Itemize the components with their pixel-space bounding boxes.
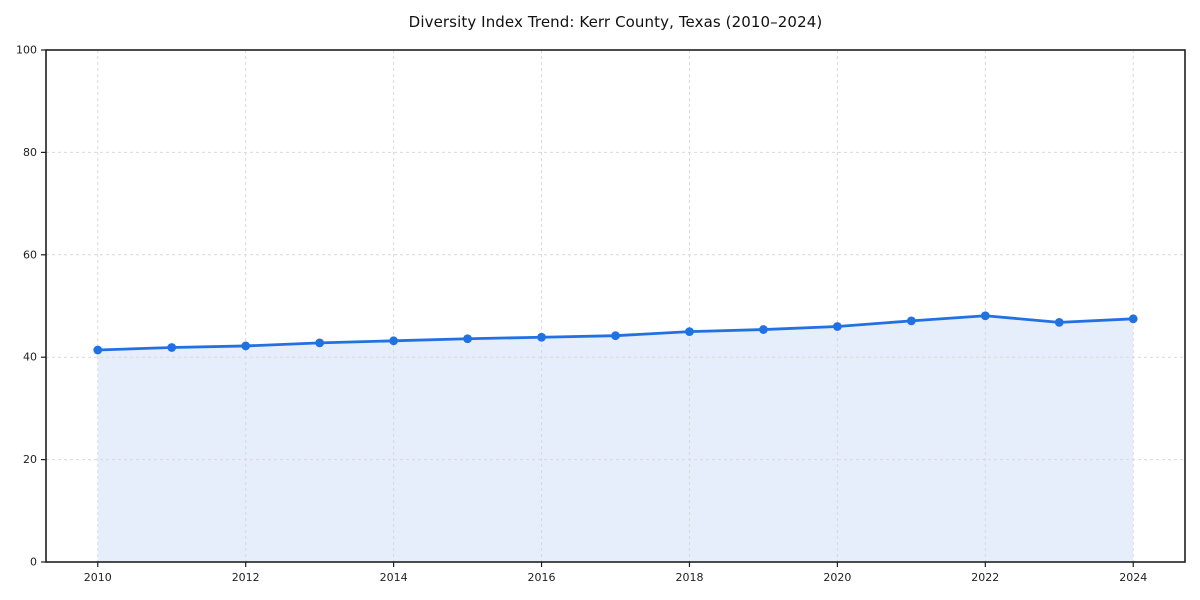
y-tick-label: 80 xyxy=(23,146,37,159)
area-fill xyxy=(97,315,1134,562)
y-tick-label: 100 xyxy=(16,44,37,57)
data-point-marker xyxy=(315,338,325,348)
data-point-marker xyxy=(1054,317,1064,327)
plot-border xyxy=(45,49,1186,563)
x-tick-label: 2016 xyxy=(528,571,556,584)
data-point-marker xyxy=(906,316,916,326)
x-tick-label: 2018 xyxy=(675,571,703,584)
y-tick-label: 20 xyxy=(23,453,37,466)
data-point-marker xyxy=(685,327,694,336)
chart-title: Diversity Index Trend: Kerr County, Texa… xyxy=(408,13,823,31)
data-point-marker xyxy=(980,311,990,321)
x-tick-label: 2020 xyxy=(823,571,851,584)
data-point-marker xyxy=(611,331,620,341)
x-tick-label: 2022 xyxy=(971,571,999,584)
data-point-marker xyxy=(167,343,177,352)
x-tick-label: 2012 xyxy=(232,571,260,584)
data-point-marker xyxy=(463,334,472,344)
data-point-marker xyxy=(1128,314,1138,324)
x-tick-label: 2024 xyxy=(1119,571,1147,584)
x-tick-label: 2010 xyxy=(84,571,112,584)
data-point-marker xyxy=(241,341,251,351)
x-tick-label: 2014 xyxy=(380,571,408,584)
y-tick-label: 40 xyxy=(23,351,37,364)
y-tick-label: 60 xyxy=(23,248,37,261)
data-point-marker xyxy=(537,332,546,342)
data-point-marker xyxy=(389,336,399,346)
y-tick-label: 0 xyxy=(30,556,37,569)
data-point-marker xyxy=(832,322,842,331)
data-point-marker xyxy=(93,345,103,355)
data-point-marker xyxy=(759,325,768,334)
